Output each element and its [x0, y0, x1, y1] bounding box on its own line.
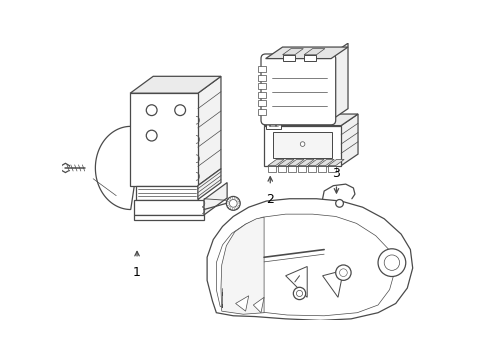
Polygon shape	[341, 114, 357, 166]
Polygon shape	[61, 163, 69, 172]
Polygon shape	[264, 114, 357, 126]
Polygon shape	[322, 270, 343, 297]
Polygon shape	[297, 159, 313, 166]
Polygon shape	[307, 159, 324, 166]
Polygon shape	[130, 93, 198, 186]
Polygon shape	[257, 75, 265, 81]
Polygon shape	[327, 159, 344, 166]
Polygon shape	[257, 92, 265, 98]
Polygon shape	[327, 166, 335, 172]
Polygon shape	[287, 159, 304, 166]
Polygon shape	[257, 66, 265, 72]
Polygon shape	[277, 166, 285, 172]
Polygon shape	[287, 166, 295, 172]
Circle shape	[377, 249, 405, 276]
Circle shape	[296, 291, 302, 297]
Polygon shape	[203, 183, 226, 215]
Polygon shape	[307, 166, 315, 172]
Circle shape	[339, 269, 346, 276]
Polygon shape	[273, 132, 331, 158]
Polygon shape	[266, 122, 281, 130]
Polygon shape	[297, 166, 305, 172]
Polygon shape	[130, 76, 221, 93]
Polygon shape	[264, 126, 341, 166]
Polygon shape	[282, 49, 303, 55]
Circle shape	[146, 105, 157, 116]
Polygon shape	[330, 43, 347, 120]
Circle shape	[174, 105, 185, 116]
Polygon shape	[267, 159, 284, 166]
Circle shape	[226, 197, 240, 210]
Circle shape	[335, 265, 350, 280]
Polygon shape	[95, 126, 143, 210]
Text: 3: 3	[332, 167, 340, 180]
Circle shape	[384, 255, 399, 270]
Polygon shape	[282, 55, 294, 61]
Circle shape	[229, 199, 237, 207]
Polygon shape	[207, 199, 412, 320]
Polygon shape	[265, 47, 347, 59]
Polygon shape	[235, 296, 248, 311]
FancyBboxPatch shape	[261, 54, 335, 125]
Circle shape	[300, 142, 305, 147]
Polygon shape	[317, 159, 333, 166]
Polygon shape	[304, 49, 324, 55]
Ellipse shape	[243, 252, 263, 289]
Circle shape	[293, 287, 305, 300]
Text: 2: 2	[266, 193, 274, 206]
Polygon shape	[253, 297, 264, 313]
Polygon shape	[285, 266, 306, 297]
Polygon shape	[136, 186, 198, 199]
Circle shape	[146, 130, 157, 141]
Polygon shape	[277, 159, 293, 166]
Polygon shape	[317, 166, 325, 172]
Polygon shape	[267, 166, 275, 172]
FancyBboxPatch shape	[303, 228, 358, 259]
Polygon shape	[134, 215, 203, 220]
Text: 1: 1	[133, 266, 141, 279]
Circle shape	[335, 199, 343, 207]
Polygon shape	[221, 217, 264, 314]
Polygon shape	[257, 100, 265, 106]
Polygon shape	[134, 199, 203, 215]
Polygon shape	[304, 55, 316, 61]
Polygon shape	[198, 169, 221, 199]
Polygon shape	[257, 83, 265, 89]
Polygon shape	[198, 76, 221, 186]
Polygon shape	[257, 109, 265, 115]
